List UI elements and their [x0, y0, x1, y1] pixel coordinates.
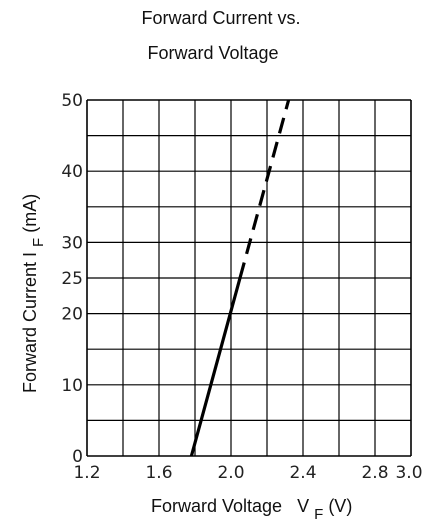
series-layer	[189, 99, 291, 457]
y-tick-labels: 0 10 20 25 30 40 50	[61, 91, 83, 467]
y-axis-label-main: Forward Current I	[20, 252, 40, 393]
x-axis-label-main: Forward Voltage	[151, 496, 282, 516]
y-tick-label: 10	[61, 376, 83, 396]
y-tick-label: 30	[61, 233, 83, 253]
x-tick-label: 3.0	[395, 463, 422, 483]
y-axis-label-unit: (mA)	[20, 194, 40, 233]
y-tick-label: 0	[72, 447, 83, 467]
chart-title-line2: Forward Voltage	[147, 43, 278, 63]
x-axis-label-unit: (V)	[328, 496, 352, 516]
x-tick-label: 1.6	[145, 463, 172, 483]
x-tick-label: 2.4	[289, 463, 316, 483]
x-axis-label: Forward Voltage V F (V)	[151, 496, 352, 523]
grid	[86, 99, 412, 457]
series-line-dashed	[238, 99, 291, 279]
x-tick-label: 2.8	[361, 463, 388, 483]
x-tick-label: 2.0	[217, 463, 244, 483]
x-axis-label-subscript: F	[314, 506, 323, 523]
series-line-solid	[189, 277, 242, 457]
y-tick-label: 40	[61, 162, 83, 182]
x-tick-label: 1.2	[73, 463, 100, 483]
y-tick-label: 20	[61, 305, 83, 325]
x-tick-labels: 1.2 1.6 2.0 2.4 2.8 3.0	[73, 463, 422, 483]
x-axis-label-symbol: V	[297, 496, 309, 516]
chart-title-line1: Forward Current vs.	[141, 8, 300, 28]
y-axis-label-subscript: F	[30, 238, 47, 247]
y-axis-label: Forward Current I F (mA)	[20, 194, 47, 393]
y-tick-label: 50	[61, 91, 83, 111]
y-tick-label: 25	[61, 269, 83, 289]
